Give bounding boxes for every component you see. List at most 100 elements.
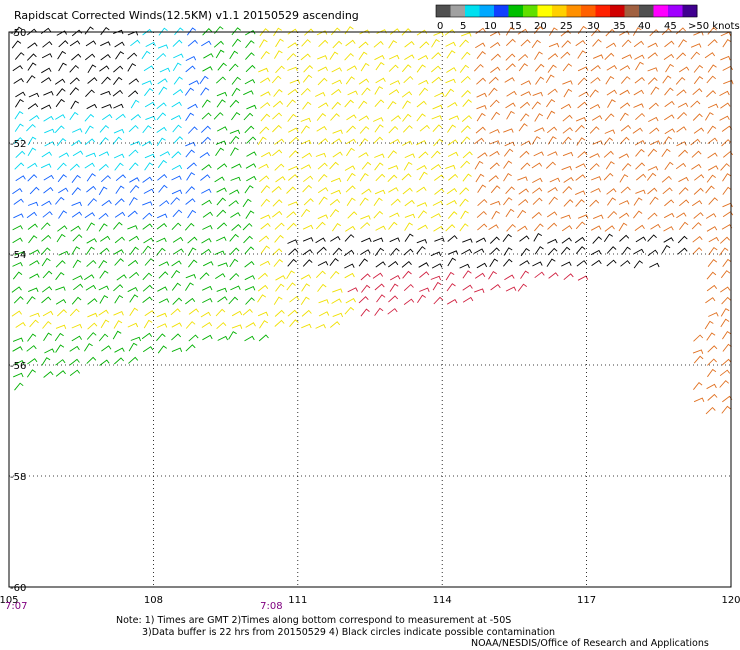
wind-barb <box>216 222 228 230</box>
wind-barb <box>388 187 399 193</box>
wind-barb <box>477 184 487 193</box>
wind-barb <box>706 332 716 341</box>
wind-barb <box>620 124 632 132</box>
wind-barb <box>259 175 270 183</box>
wind-barb <box>549 177 561 183</box>
wind-barb <box>635 189 646 195</box>
wind-barb <box>388 64 399 72</box>
wind-barb <box>647 77 658 85</box>
wind-barb <box>390 247 400 256</box>
wind-barb <box>288 127 299 133</box>
wind-barb <box>445 78 456 84</box>
wind-barb <box>54 332 64 342</box>
wind-barb <box>69 345 80 352</box>
wind-barb <box>359 172 369 182</box>
wind-barb <box>185 141 196 147</box>
wind-barb <box>417 54 429 61</box>
wind-barb <box>271 75 282 84</box>
wind-barb <box>592 236 603 244</box>
wind-barb <box>346 197 356 207</box>
wind-barb <box>318 39 329 48</box>
legend-swatch <box>653 5 669 17</box>
wind-barb <box>288 174 299 181</box>
wind-barb <box>72 128 83 133</box>
wind-barb <box>12 346 23 352</box>
grid-lines <box>9 32 731 587</box>
wind-barb <box>201 199 212 206</box>
wind-barb <box>534 51 543 60</box>
wind-barb <box>216 187 227 193</box>
wind-barb <box>300 53 311 61</box>
wind-barb <box>404 153 416 159</box>
wind-barb <box>72 259 82 269</box>
wind-barb <box>678 187 689 195</box>
wind-barb <box>302 259 313 267</box>
legend-swatch <box>624 5 640 17</box>
wind-barb <box>55 260 66 268</box>
wind-barb <box>445 271 455 281</box>
wind-barb <box>344 272 355 279</box>
wind-barb <box>373 117 384 122</box>
wind-barb <box>228 200 239 207</box>
wind-barb <box>707 125 717 134</box>
wind-barb <box>635 61 644 71</box>
wind-barb <box>693 334 704 342</box>
wind-barb <box>171 175 182 181</box>
wind-barb <box>173 53 184 59</box>
wind-barb <box>171 322 182 328</box>
wind-barb <box>430 150 441 159</box>
wind-barb <box>344 263 355 269</box>
wind-barb <box>55 370 66 377</box>
wind-barb <box>114 41 125 48</box>
wind-barb <box>562 114 573 122</box>
wind-barb <box>257 136 267 146</box>
wind-barb <box>42 320 52 329</box>
wind-barb <box>300 117 312 123</box>
wind-barb <box>11 40 22 49</box>
wind-barb <box>545 74 555 84</box>
wind-barb <box>230 285 241 291</box>
wind-barb <box>675 162 687 170</box>
wind-barb <box>720 31 732 37</box>
wind-barb <box>604 129 616 134</box>
wind-barb <box>55 98 65 108</box>
wind-barb <box>202 261 214 267</box>
wind-barb <box>259 126 270 134</box>
wind-barb <box>229 233 239 242</box>
wind-barb <box>345 225 356 232</box>
wind-barb <box>707 258 718 267</box>
wind-barb <box>360 273 371 281</box>
wind-barb <box>560 246 571 255</box>
wind-barb <box>271 185 282 193</box>
wind-barb <box>174 27 184 36</box>
wind-barb <box>257 284 269 292</box>
wind-barb <box>42 270 53 279</box>
wind-barb <box>518 123 528 132</box>
time-label: 7:07 <box>5 601 27 612</box>
wind-barb <box>387 150 397 159</box>
wind-barb <box>71 187 82 196</box>
wind-barb <box>27 42 38 49</box>
wind-barb <box>664 87 674 96</box>
wind-barb <box>142 201 153 206</box>
wind-barb <box>590 225 602 231</box>
wind-barb <box>706 90 717 98</box>
wind-barb <box>533 151 544 157</box>
wind-barb <box>722 330 731 340</box>
wind-barb <box>128 124 139 133</box>
wind-barb <box>665 63 674 73</box>
wind-barb <box>188 259 198 268</box>
wind-barb <box>229 247 240 256</box>
wind-barb <box>229 50 239 60</box>
wind-barb <box>301 323 312 329</box>
wind-barb <box>473 63 484 72</box>
wind-barb <box>647 187 658 195</box>
wind-barb <box>158 298 170 304</box>
wind-barb <box>128 196 138 206</box>
wind-barb <box>114 294 124 304</box>
wind-barb <box>14 382 24 391</box>
wind-barb <box>273 27 282 37</box>
wind-barb <box>462 151 473 159</box>
wind-barb <box>505 53 516 61</box>
wind-barb <box>389 28 401 35</box>
